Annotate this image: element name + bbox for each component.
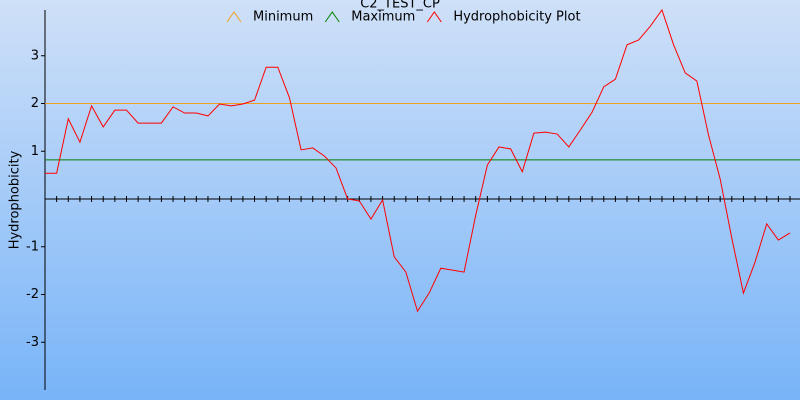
legend-icon: [426, 11, 442, 23]
y-tick-label: -2: [26, 287, 39, 302]
y-tick-label: -1: [26, 239, 39, 254]
legend-label: Minimum: [253, 10, 313, 25]
data-line: [45, 8, 791, 313]
y-tick-label: 1: [31, 144, 39, 159]
chart-title: C2_TEST_CP: [360, 0, 440, 12]
y-axis-label: Hydrophobicity: [8, 150, 23, 249]
legend-label: Hydrophobicity Plot: [453, 10, 580, 25]
y-tick-label: -3: [26, 335, 39, 350]
legend-label: Maximum: [351, 10, 415, 25]
y-tick-label: 3: [31, 48, 39, 63]
legend-icon: [226, 11, 242, 23]
legend-icon: [324, 11, 340, 23]
y-tick-label: 2: [31, 96, 39, 111]
